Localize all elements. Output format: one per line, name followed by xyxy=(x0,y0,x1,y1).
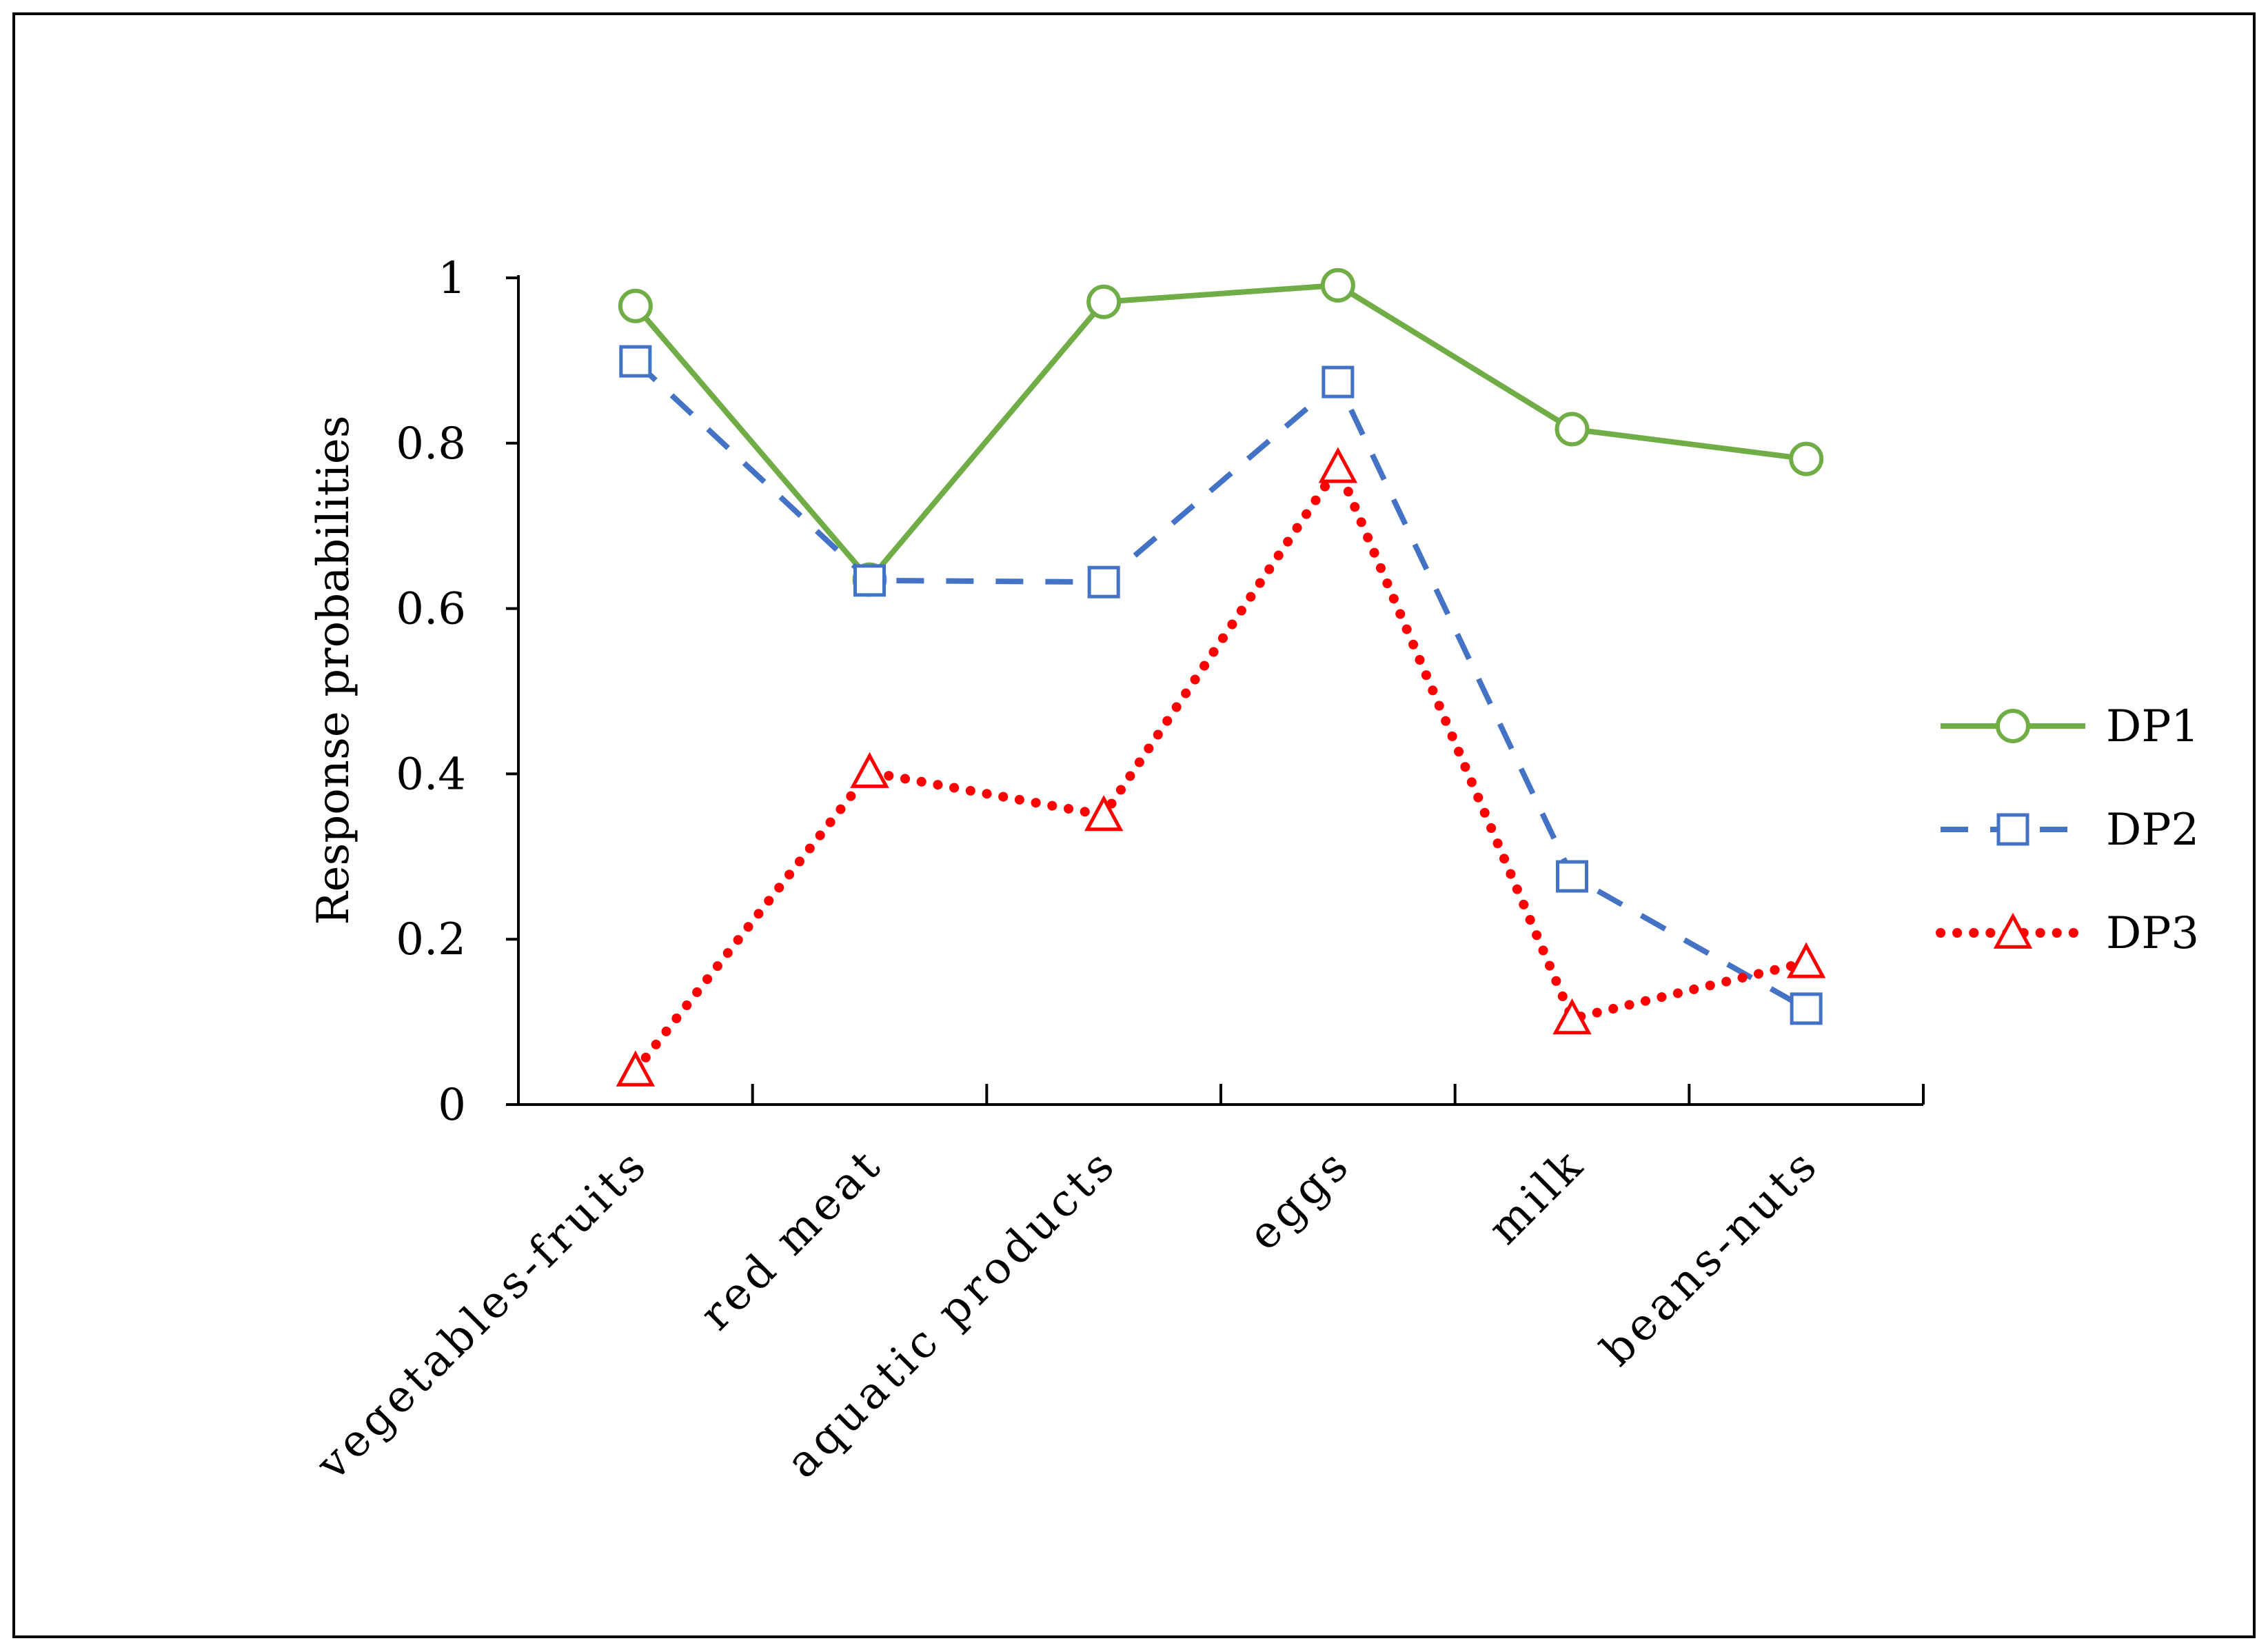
y-tick-label: 0.6 xyxy=(396,584,466,635)
y-ticks: 0 0.2 0.4 0.6 0.8 1 xyxy=(396,253,518,1131)
data-point-dp2 xyxy=(1087,565,1120,598)
legend-entry-dp2: DP2 xyxy=(1941,805,2199,856)
series-line-dp3 xyxy=(630,462,1812,1076)
data-point-dp1 xyxy=(1789,441,1824,476)
legend-label: DP1 xyxy=(2106,701,2199,752)
data-point-dp1 xyxy=(618,288,653,323)
data-point-dp3 xyxy=(1318,447,1358,483)
legend-label: DP2 xyxy=(2106,805,2199,856)
series-layer xyxy=(616,268,1826,1087)
data-point-dp1 xyxy=(1555,412,1590,447)
data-point-dp3 xyxy=(850,752,889,788)
data-point-dp3 xyxy=(1084,795,1124,832)
y-tick-label: 0.8 xyxy=(396,419,466,470)
data-point-dp1 xyxy=(1320,268,1355,303)
y-tick-label: 0.4 xyxy=(396,749,466,800)
legend-marker xyxy=(1996,813,2029,846)
data-point-dp2 xyxy=(1322,365,1355,399)
series-dp2 xyxy=(619,345,1823,1025)
legend-entry-dp3: DP3 xyxy=(1936,908,2199,959)
data-point-dp2 xyxy=(619,345,652,378)
data-point-dp3 xyxy=(1552,998,1592,1035)
series-line-dp2 xyxy=(634,359,1808,1011)
data-point-dp1 xyxy=(1086,284,1122,319)
y-tick-label: 1 xyxy=(438,253,466,304)
legend-marker xyxy=(1993,912,2033,949)
legend: DP1 DP2 DP3 xyxy=(1936,701,2199,959)
legend-entry-dp1: DP1 xyxy=(1941,701,2199,752)
series-line-dp1 xyxy=(633,282,1807,583)
data-point-dp3 xyxy=(1786,942,1826,978)
chart-border xyxy=(12,12,2256,1638)
legend-marker xyxy=(1996,709,2030,743)
data-point-dp3 xyxy=(616,1050,656,1087)
series-dp3 xyxy=(616,447,1826,1087)
data-point-dp2 xyxy=(1790,992,1823,1025)
data-point-dp2 xyxy=(1556,860,1588,893)
y-tick-label: 0.2 xyxy=(396,914,466,965)
data-point-dp2 xyxy=(853,564,886,597)
y-tick-label: 0 xyxy=(438,1080,466,1131)
y-axis-title: Response probabilities xyxy=(308,415,359,925)
legend-label: DP3 xyxy=(2106,908,2199,959)
